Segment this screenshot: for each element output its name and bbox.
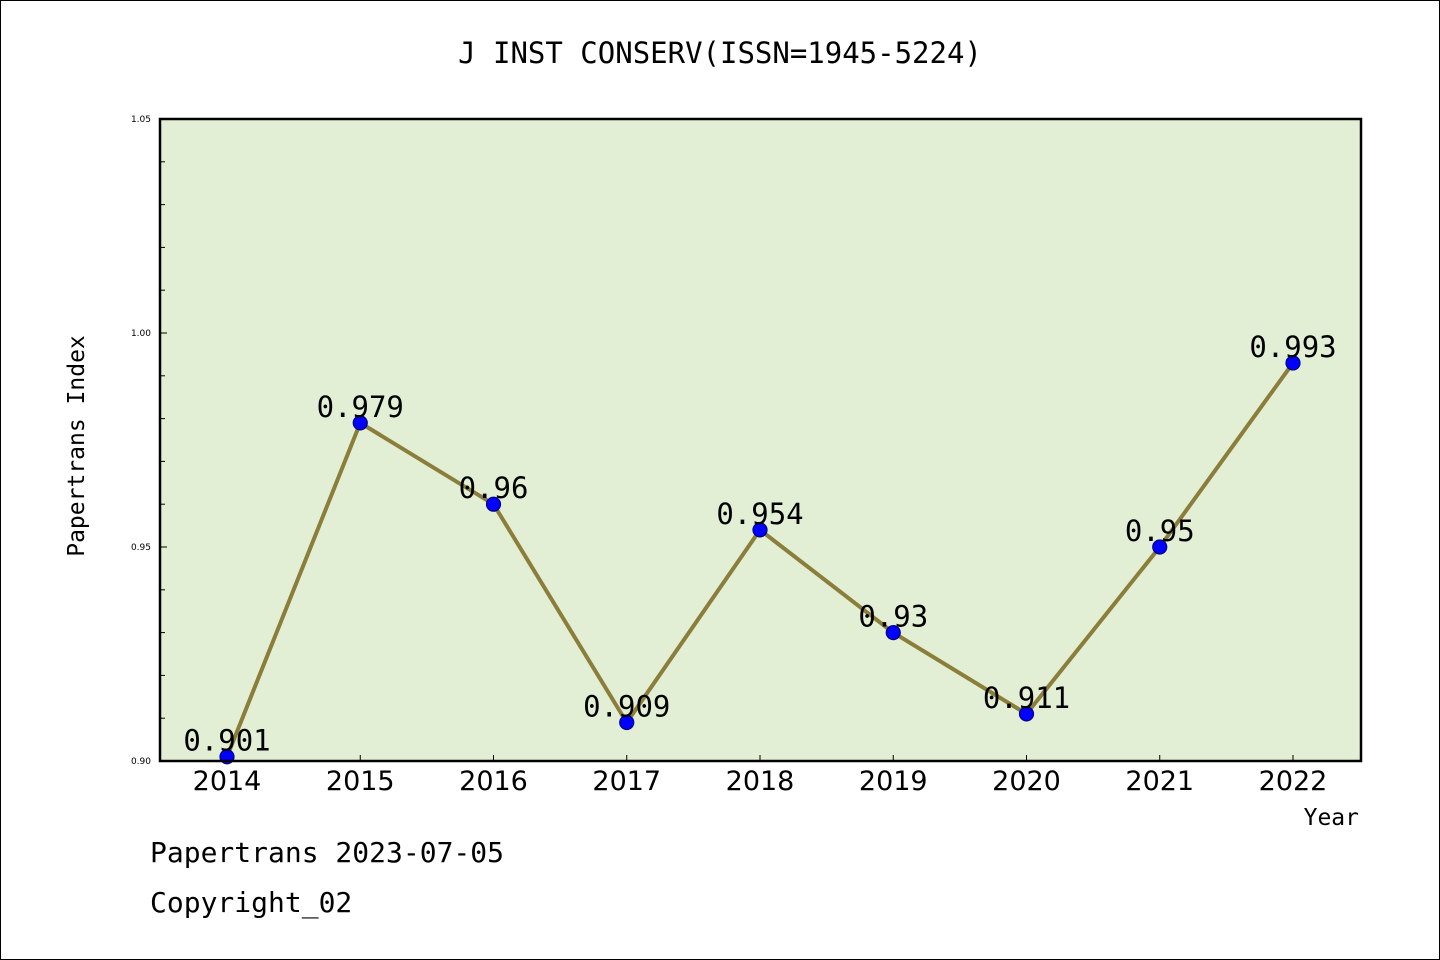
x-tick-label: 2016 xyxy=(459,766,528,797)
data-label: 0.95 xyxy=(1125,514,1195,548)
y-tick-label: 0.95 xyxy=(131,543,151,553)
data-point xyxy=(485,496,502,512)
x-tick-label: 2019 xyxy=(859,766,928,797)
data-label: 0.993 xyxy=(1249,330,1336,364)
data-point xyxy=(352,415,368,431)
data-label: 0.911 xyxy=(983,681,1070,715)
footer-copyright: Copyright_02 xyxy=(150,886,353,919)
y-axis-label: Papertrans Index xyxy=(64,335,90,557)
data-label: 0.901 xyxy=(183,724,270,758)
x-tick-label: 2014 xyxy=(193,766,262,797)
data-label: 0.96 xyxy=(459,471,529,505)
x-tick-label: 2021 xyxy=(1125,766,1194,797)
data-label: 0.954 xyxy=(716,497,803,531)
data-point xyxy=(1285,355,1301,371)
x-axis-label: Year xyxy=(1304,805,1359,831)
data-label: 0.93 xyxy=(858,600,928,634)
chart-title: J INST CONSERV(ISSN=1945-5224) xyxy=(458,36,982,70)
data-labels: 0.901 0.979 0.96 0.909 0.954 0.93 0.911 0.95 0.9… xyxy=(183,330,1336,758)
x-tick-label: 2017 xyxy=(592,766,661,797)
x-tick-label: 2022 xyxy=(1259,766,1328,797)
footer-source: Papertrans 2023-07-05 xyxy=(150,836,505,869)
x-tick-label: 2020 xyxy=(992,766,1061,797)
x-tick-label: 2018 xyxy=(726,766,795,797)
y-tick-label: 0.90 xyxy=(131,757,151,767)
plot-border xyxy=(158,117,1363,763)
data-point xyxy=(619,714,635,731)
x-tick-label: 2015 xyxy=(326,766,395,797)
plot-area xyxy=(160,119,1361,761)
y-tick-label: 1.05 xyxy=(131,115,151,125)
data-point xyxy=(1018,706,1035,722)
data-label: 0.979 xyxy=(317,390,404,424)
data-point xyxy=(885,624,901,641)
x-axis: 2014 2015 2016 2017 2018 2019 2020 2021 2022 xyxy=(193,755,1328,797)
y-tick-label: 1.00 xyxy=(131,329,151,339)
data-point xyxy=(1152,539,1168,555)
data-point xyxy=(752,522,768,538)
data-label: 0.909 xyxy=(583,689,670,723)
data-markers xyxy=(219,355,1301,765)
